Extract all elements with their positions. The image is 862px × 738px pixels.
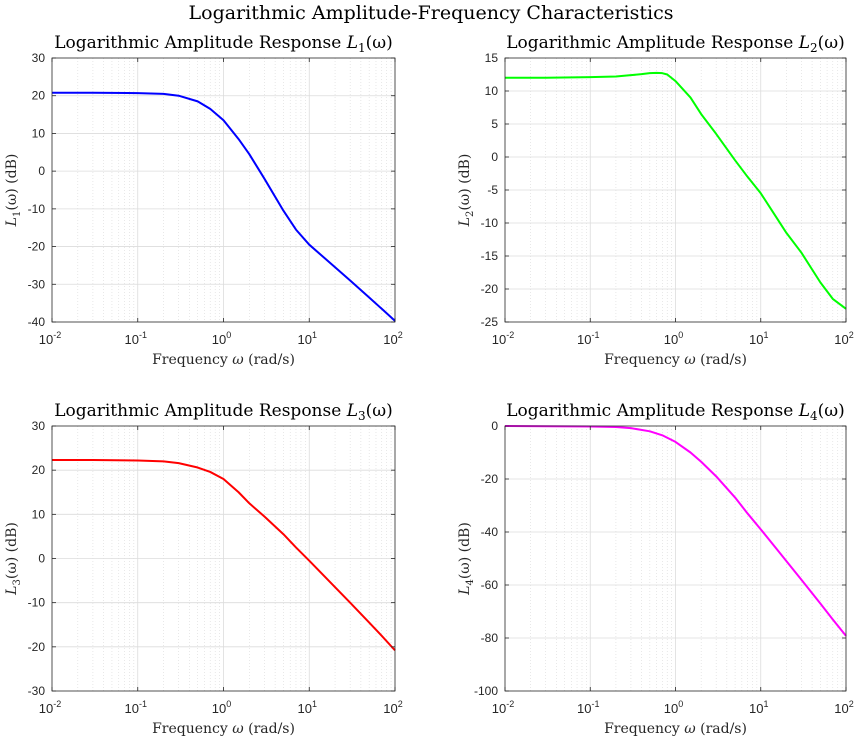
x-tick-label: 100 [212, 699, 231, 716]
y-tick-label: -20 [481, 472, 499, 486]
y-tick-label: 20 [32, 463, 46, 477]
y-tick-label: -10 [28, 596, 46, 610]
y-tick-label: 10 [32, 126, 46, 140]
x-tick-label: 102 [834, 330, 853, 347]
y-tick-label: -100 [474, 684, 498, 698]
x-tick-label: 100 [212, 330, 231, 347]
series-line-L2 [505, 71, 847, 310]
x-axis-label: Frequency ω (rad/s) [152, 721, 295, 737]
x-axis-label: Frequency ω (rad/s) [604, 352, 747, 368]
chart-title: Logarithmic Amplitude Response L4(ω) [506, 401, 845, 423]
y-tick-label: -30 [28, 277, 46, 291]
y-tick-label: -40 [28, 315, 46, 329]
series-line-L3 [52, 459, 396, 652]
chart-title: Logarithmic Amplitude Response L3(ω) [54, 401, 393, 423]
y-tick-label: -20 [28, 640, 46, 654]
y-tick-label: 15 [485, 51, 499, 65]
x-tick-label: 10-2 [492, 699, 514, 716]
x-tick-label: 10-1 [125, 699, 147, 716]
x-tick-label: 10-2 [39, 330, 61, 347]
chart-panel-1: -40 -30 -20 -10 0 10 20 30 10-2 10-1 100 101 102 Loga… [4, 33, 403, 368]
y-tick-label: 0 [38, 164, 45, 178]
x-tick-label: 10-2 [492, 330, 514, 347]
y-tick-label: -10 [28, 202, 46, 216]
x-tick-label: 10-1 [577, 699, 599, 716]
y-tick-label: 30 [32, 419, 46, 433]
y-tick-label: 0 [491, 150, 498, 164]
chart-panel-4: -100 -80 -60 -40 -20 0 10-2 10-1 100 101 102 Logari… [457, 401, 854, 737]
y-tick-label: -5 [487, 183, 498, 197]
y-tick-label: 10 [32, 507, 46, 521]
x-tick-label: 100 [664, 330, 683, 347]
x-tick-label: 101 [749, 699, 768, 716]
y-tick-label: 10 [485, 84, 499, 98]
x-tick-label: 100 [664, 699, 683, 716]
y-tick-label: -60 [481, 578, 499, 592]
y-tick-label: 20 [32, 89, 46, 103]
x-axis-label: Frequency ω (rad/s) [604, 721, 747, 737]
y-tick-label: 0 [491, 419, 498, 433]
y-tick-label: -15 [481, 249, 499, 263]
y-tick-label: -20 [481, 282, 499, 296]
y-tick-label: -30 [28, 684, 46, 698]
x-tick-label: 102 [383, 699, 402, 716]
y-axis-label: L2(ω) (dB) [457, 154, 476, 228]
x-tick-label: 102 [383, 330, 402, 347]
y-tick-label: 30 [32, 51, 46, 65]
x-tick-label: 102 [834, 699, 853, 716]
x-tick-label: 101 [749, 330, 768, 347]
y-axis-label: L4(ω) (dB) [457, 522, 476, 596]
y-tick-label: -10 [481, 216, 499, 230]
y-tick-label: -25 [481, 315, 499, 329]
x-tick-label: 10-2 [39, 699, 61, 716]
x-axis-label: Frequency ω (rad/s) [152, 352, 295, 368]
y-tick-label: -80 [481, 631, 499, 645]
y-axis-label: L1(ω) (dB) [4, 154, 23, 228]
x-tick-label: 10-1 [125, 330, 147, 347]
y-tick-label: -20 [28, 240, 46, 254]
chart-title: Logarithmic Amplitude Response L1(ω) [54, 33, 393, 55]
x-tick-label: 10-1 [577, 330, 599, 347]
chart-panel-2: -25 -20 -15 -10 -5 0 5 10 15 10-2 10-1 100 101 102 Log… [457, 33, 854, 368]
series-line-L1 [52, 91, 396, 322]
x-tick-label: 101 [298, 330, 317, 347]
figure-title: Logarithmic Amplitude-Frequency Characte… [189, 2, 674, 24]
y-axis-label: L3(ω) (dB) [4, 522, 23, 596]
y-tick-label: 0 [38, 552, 45, 566]
chart-title: Logarithmic Amplitude Response L2(ω) [506, 33, 845, 55]
x-tick-label: 101 [298, 699, 317, 716]
y-tick-label: -40 [481, 525, 499, 539]
y-tick-label: 5 [491, 117, 498, 131]
series-line-L4 [504, 425, 847, 637]
chart-panel-3: -30 -20 -10 0 10 20 30 10-2 10-1 100 101 102 Logarit… [4, 401, 403, 737]
